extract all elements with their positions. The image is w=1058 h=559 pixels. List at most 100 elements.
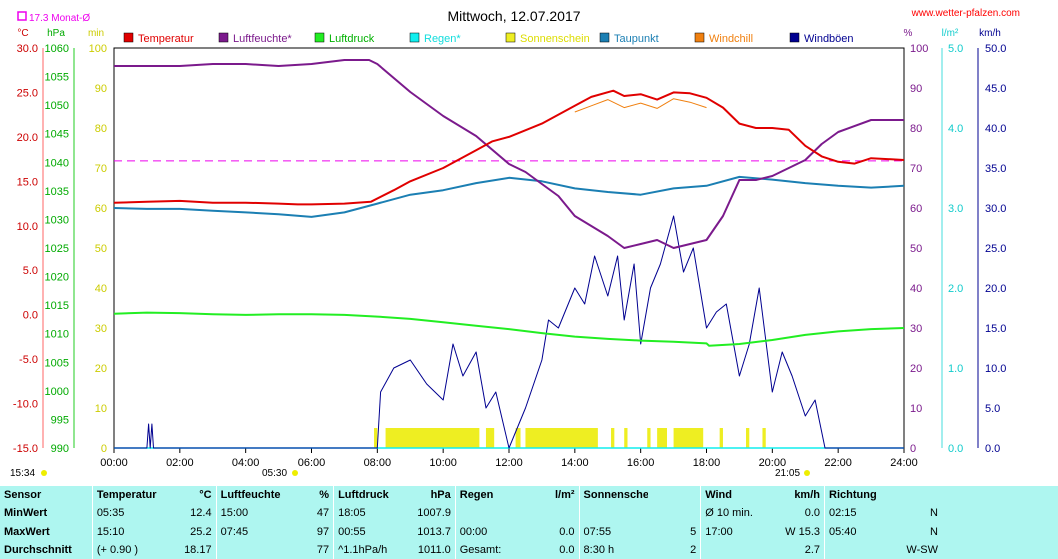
sunshine-bar — [647, 428, 651, 448]
sunset-icon — [804, 470, 810, 476]
tick-label-pressure: 1035 — [45, 186, 69, 198]
stats-cell-time — [700, 540, 773, 559]
stats-cell-value: 0.0 — [559, 525, 575, 538]
stats-header-unit: km/h — [794, 489, 820, 502]
stats-cell-value: 1007.9 — [417, 507, 451, 520]
tick-label-pressure: 1005 — [45, 357, 69, 369]
unit-sun: min — [88, 28, 104, 39]
website-label: www.wetter-pfalzen.com — [911, 8, 1020, 19]
tick-label-temp: 25.0 — [17, 87, 38, 99]
stats-cell-time: 18:05 — [333, 504, 414, 523]
sunset-label: 21:05 — [775, 468, 800, 479]
stats-header-label: Regen — [454, 486, 519, 505]
x-tick-label: 22:00 — [824, 457, 852, 469]
stats-cell-time: 00:55 — [333, 522, 414, 541]
tick-label-rain: 1.0 — [948, 363, 963, 375]
tick-label-pressure: 995 — [51, 414, 69, 426]
chart-title: Mittwoch, 12.07.2017 — [447, 8, 580, 24]
x-tick-label: 14:00 — [561, 457, 589, 469]
tick-label-sun: 30 — [95, 323, 107, 335]
series-line-taupunkt — [113, 175, 905, 218]
stats-cell-value — [648, 504, 700, 522]
sunshine-bar — [374, 428, 378, 448]
tick-label-humidity: 20 — [910, 363, 922, 375]
legend-swatch — [694, 32, 705, 43]
stats-cell-time: 05:40 — [823, 522, 890, 541]
tick-label-pressure: 1060 — [45, 43, 69, 55]
tick-label-wind: 15.0 — [985, 323, 1006, 335]
sunshine-bar — [719, 428, 723, 448]
tick-label-temp: 10.0 — [17, 221, 38, 233]
tick-label-temp: 15.0 — [17, 176, 38, 188]
x-tick-label: 12:00 — [495, 457, 523, 469]
tick-label-humidity: 70 — [910, 163, 922, 175]
stats-cell-value: 77 — [316, 543, 330, 556]
series-line-windchill — [574, 98, 707, 113]
tick-label-humidity: 30 — [910, 323, 922, 335]
tick-label-rain: 5.0 — [948, 43, 963, 55]
tick-label-pressure: 1040 — [45, 157, 69, 169]
sunshine-bar — [515, 428, 521, 448]
tick-label-sun: 90 — [95, 83, 107, 95]
stats-header-unit — [648, 486, 700, 504]
stats-cell-time: 17:00 — [700, 522, 773, 541]
tick-label-wind: 45.0 — [985, 83, 1006, 95]
stats-row: MaxWert 15:10 25.2 07:45 97 00:55 1013.7 00:00 0… — [0, 522, 1058, 541]
unit-wind: km/h — [979, 28, 1001, 39]
legend-label: Temperatur — [138, 33, 194, 45]
unit-pressure: hPa — [47, 28, 65, 39]
tick-label-temp: -10.0 — [13, 399, 38, 411]
stats-cell-value: 18.17 — [184, 543, 212, 556]
tick-label-temp: -5.0 — [19, 354, 38, 366]
stats-cell-time: 07:55 — [578, 522, 649, 541]
stats-cell-value: 2.7 — [804, 543, 820, 556]
stats-cell-time: 15:00 — [215, 504, 296, 523]
sunshine-bar — [485, 428, 495, 448]
stats-cell-value: 0.0 — [559, 543, 575, 556]
tick-label-sun: 20 — [95, 363, 107, 375]
x-tick-label: 04:00 — [232, 457, 260, 469]
stats-cell-value: N — [930, 507, 938, 520]
tick-label-sun: 70 — [95, 163, 107, 175]
tick-label-wind: 5.0 — [985, 403, 1000, 415]
stats-cell-time — [454, 504, 519, 523]
legend-swatch — [409, 32, 420, 43]
legend-swatch — [314, 32, 325, 43]
legend-label: Sonnenschein — [520, 33, 590, 45]
stats-header-label: Richtung — [823, 486, 890, 505]
tick-label-pressure: 1025 — [45, 243, 69, 255]
plot-area — [113, 59, 905, 449]
x-tick-label: 18:00 — [693, 457, 721, 469]
stats-header-label: Temperatur — [91, 486, 175, 505]
legend-swatch — [599, 32, 610, 43]
stats-cell-value: 25.2 — [190, 525, 212, 538]
tick-label-humidity: 100 — [910, 43, 928, 55]
tick-label-wind: 20.0 — [985, 283, 1006, 295]
stats-cell-time: (+ 0.90 ) — [91, 540, 175, 559]
moonrise-label: 15:34 — [10, 468, 35, 479]
stats-cell-value: W 15.3 — [785, 525, 820, 538]
moonrise-icon — [41, 470, 47, 476]
stats-cell-value: 97 — [316, 525, 330, 538]
tick-label-rain: 4.0 — [948, 123, 963, 135]
stats-cell-time: ^1.1hPa/h — [333, 540, 414, 559]
legend-swatch — [218, 32, 229, 43]
stats-cell-time: Gesamt: — [454, 540, 519, 559]
monthly-avg-label: 17.3 Monat-Ø — [17, 11, 90, 24]
sunshine-bar — [673, 428, 704, 448]
stats-cell-time: 00:00 — [454, 522, 519, 541]
sunshine-bar — [762, 428, 766, 448]
stats-cell-value: 1011.0 — [417, 543, 451, 556]
legend-label: Taupunkt — [614, 33, 659, 45]
stats-header-unit: hPa — [430, 489, 451, 502]
tick-label-rain: 2.0 — [948, 283, 963, 295]
series-line-temperatur — [113, 89, 905, 206]
tick-label-wind: 30.0 — [985, 203, 1006, 215]
tick-label-sun: 100 — [89, 43, 107, 55]
stats-row: MinWert 05:35 12.4 15:00 47 18:05 1007.9 Ø 10 m… — [0, 504, 1058, 523]
stats-cell-value: W-SW — [906, 543, 938, 556]
stats-header-unit: l/m² — [554, 489, 575, 502]
stats-row-label: Durchschnitt — [4, 543, 72, 556]
tick-label-wind: 10.0 — [985, 363, 1006, 375]
unit-rain: l/m² — [942, 28, 959, 39]
